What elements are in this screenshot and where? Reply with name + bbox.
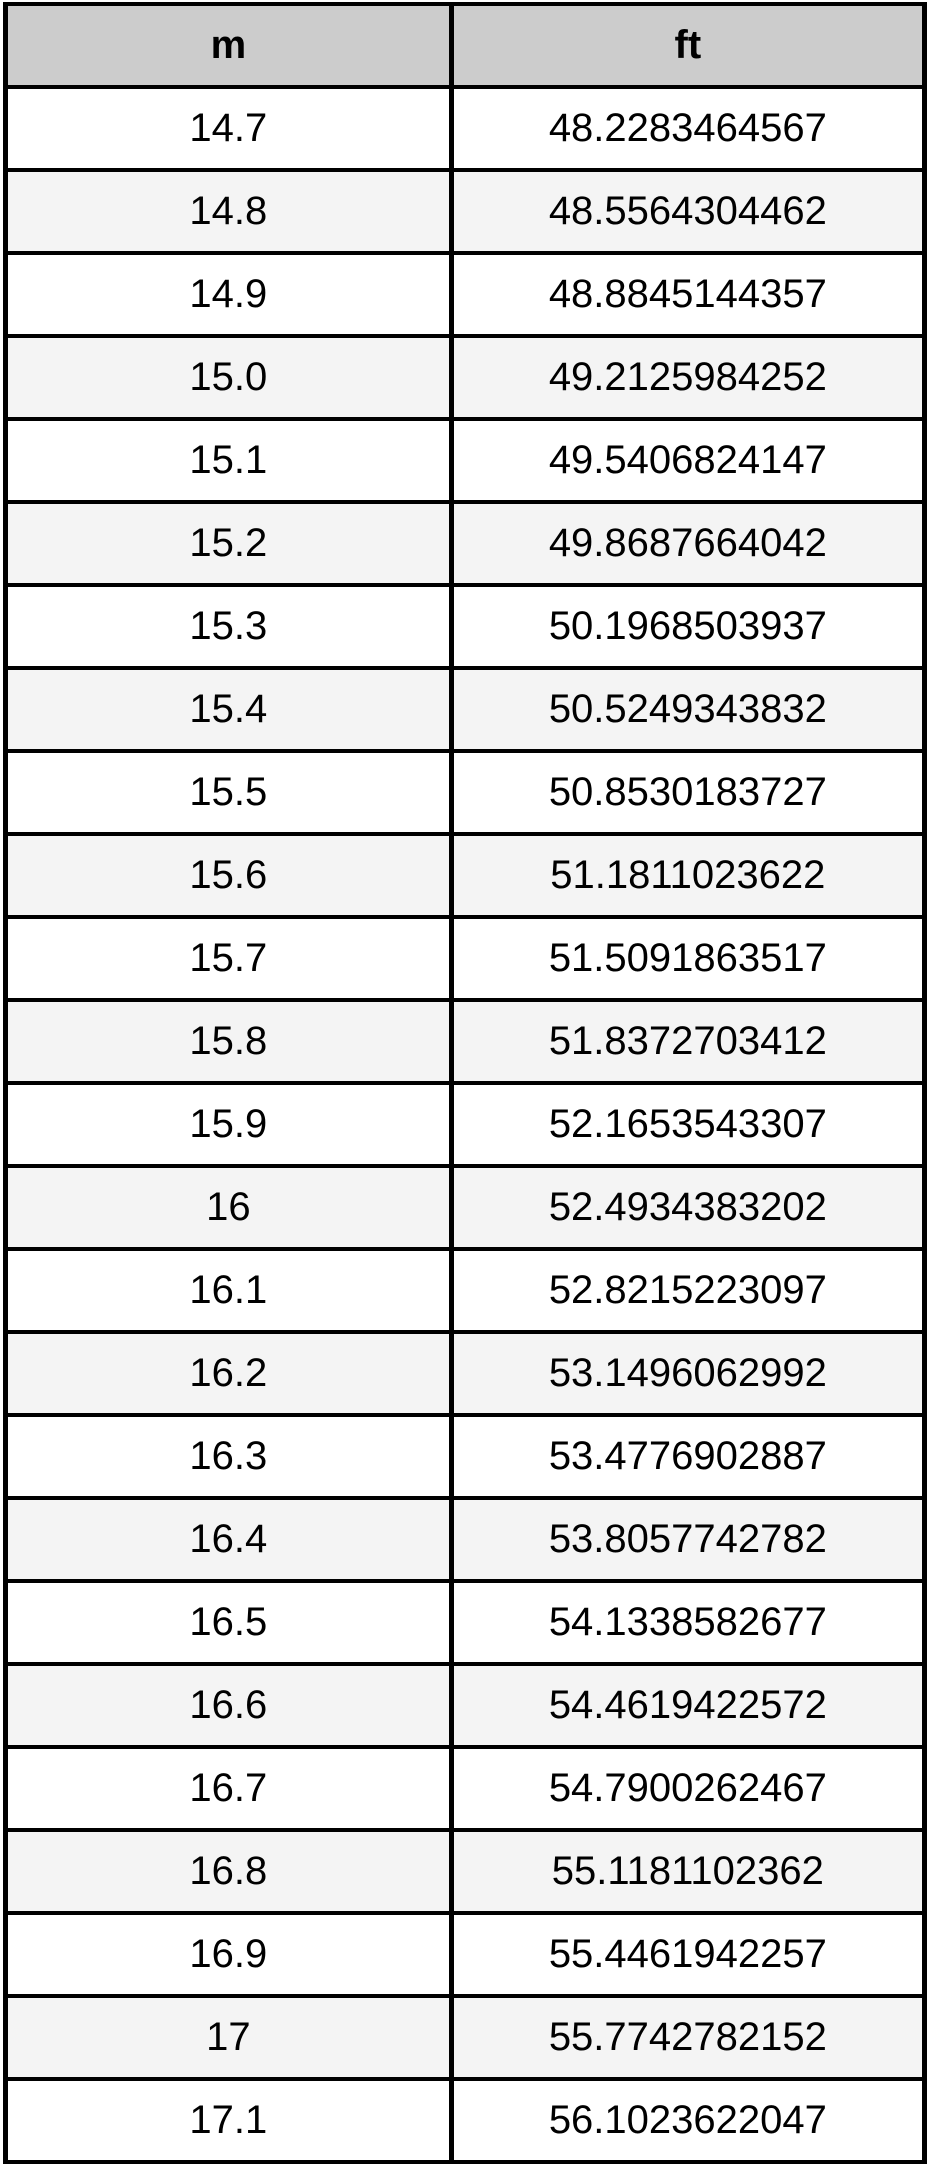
ft-cell: 52.1653543307 [448,1081,928,1168]
table-header: m ft [3,2,928,89]
m-cell: 16.6 [3,1662,454,1749]
m-cell: 15.0 [3,334,454,421]
table-row: 15.6 51.1811023622 [3,832,928,919]
ft-cell: 55.7742782152 [448,1994,928,2081]
ft-cell: 49.5406824147 [448,417,928,504]
table-row: 16.1 52.8215223097 [3,1247,928,1334]
table-row: 16.5 54.1338582677 [3,1579,928,1666]
table-row: 16.2 53.1496062992 [3,1330,928,1417]
m-cell: 16.1 [3,1247,454,1334]
table-row: 15.5 50.8530183727 [3,749,928,836]
m-cell: 15.3 [3,583,454,670]
m-cell: 15.4 [3,666,454,753]
table-row: 16.4 53.8057742782 [3,1496,928,1583]
table-body: 14.7 48.2283464567 14.8 48.5564304462 14.9 48… [3,85,928,2164]
table-row: 15.0 49.2125984252 [3,334,928,421]
m-cell: 14.9 [3,251,454,338]
table-row: 15.9 52.1653543307 [3,1081,928,1168]
m-cell: 15.9 [3,1081,454,1168]
ft-cell: 55.4461942257 [448,1911,928,1998]
m-cell: 15.6 [3,832,454,919]
table-row: 15.8 51.8372703412 [3,998,928,1085]
ft-cell: 54.7900262467 [448,1745,928,1832]
table-row: 15.2 49.8687664042 [3,500,928,587]
m-cell: 17.1 [3,2077,454,2164]
ft-cell: 51.1811023622 [448,832,928,919]
table-row: 16.3 53.4776902887 [3,1413,928,1500]
ft-cell: 50.5249343832 [448,666,928,753]
table-row: 16.9 55.4461942257 [3,1911,928,1998]
ft-cell: 53.1496062992 [448,1330,928,1417]
ft-cell: 48.5564304462 [448,168,928,255]
table-row: 15.3 50.1968503937 [3,583,928,670]
ft-cell: 48.2283464567 [448,85,928,172]
ft-cell: 50.8530183727 [448,749,928,836]
ft-cell: 55.1181102362 [448,1828,928,1915]
m-cell: 16.5 [3,1579,454,1666]
m-cell: 16.9 [3,1911,454,1998]
ft-cell: 54.1338582677 [448,1579,928,1666]
table-row: 15.7 51.5091863517 [3,915,928,1002]
table-row: 14.9 48.8845144357 [3,251,928,338]
conversion-table: m ft 14.7 48.2283464567 14.8 48.5564304462 1… [3,2,928,2164]
m-cell: 16 [3,1164,454,1251]
ft-cell: 54.4619422572 [448,1662,928,1749]
table-row: 15.1 49.5406824147 [3,417,928,504]
ft-cell: 48.8845144357 [448,251,928,338]
ft-cell: 52.4934383202 [448,1164,928,1251]
table-row: 15.4 50.5249343832 [3,666,928,753]
table-row: 16.8 55.1181102362 [3,1828,928,1915]
m-cell: 14.7 [3,85,454,172]
table-row: 16.6 54.4619422572 [3,1662,928,1749]
column-header-ft: ft [448,2,928,89]
table-row: 17.1 56.1023622047 [3,2077,928,2164]
header-row: m ft [3,2,928,89]
table-row: 14.7 48.2283464567 [3,85,928,172]
m-cell: 15.8 [3,998,454,1085]
m-cell: 16.8 [3,1828,454,1915]
ft-cell: 53.8057742782 [448,1496,928,1583]
ft-cell: 56.1023622047 [448,2077,928,2164]
table-row: 14.8 48.5564304462 [3,168,928,255]
ft-cell: 51.5091863517 [448,915,928,1002]
m-cell: 14.8 [3,168,454,255]
ft-cell: 49.2125984252 [448,334,928,421]
table-row: 16.7 54.7900262467 [3,1745,928,1832]
m-cell: 16.4 [3,1496,454,1583]
m-cell: 17 [3,1994,454,2081]
column-header-m: m [3,2,454,89]
ft-cell: 52.8215223097 [448,1247,928,1334]
ft-cell: 51.8372703412 [448,998,928,1085]
m-cell: 15.7 [3,915,454,1002]
m-cell: 16.7 [3,1745,454,1832]
m-cell: 16.3 [3,1413,454,1500]
m-cell: 15.2 [3,500,454,587]
m-cell: 15.5 [3,749,454,836]
m-cell: 16.2 [3,1330,454,1417]
table-row: 16 52.4934383202 [3,1164,928,1251]
m-cell: 15.1 [3,417,454,504]
ft-cell: 49.8687664042 [448,500,928,587]
ft-cell: 53.4776902887 [448,1413,928,1500]
ft-cell: 50.1968503937 [448,583,928,670]
table-row: 17 55.7742782152 [3,1994,928,2081]
